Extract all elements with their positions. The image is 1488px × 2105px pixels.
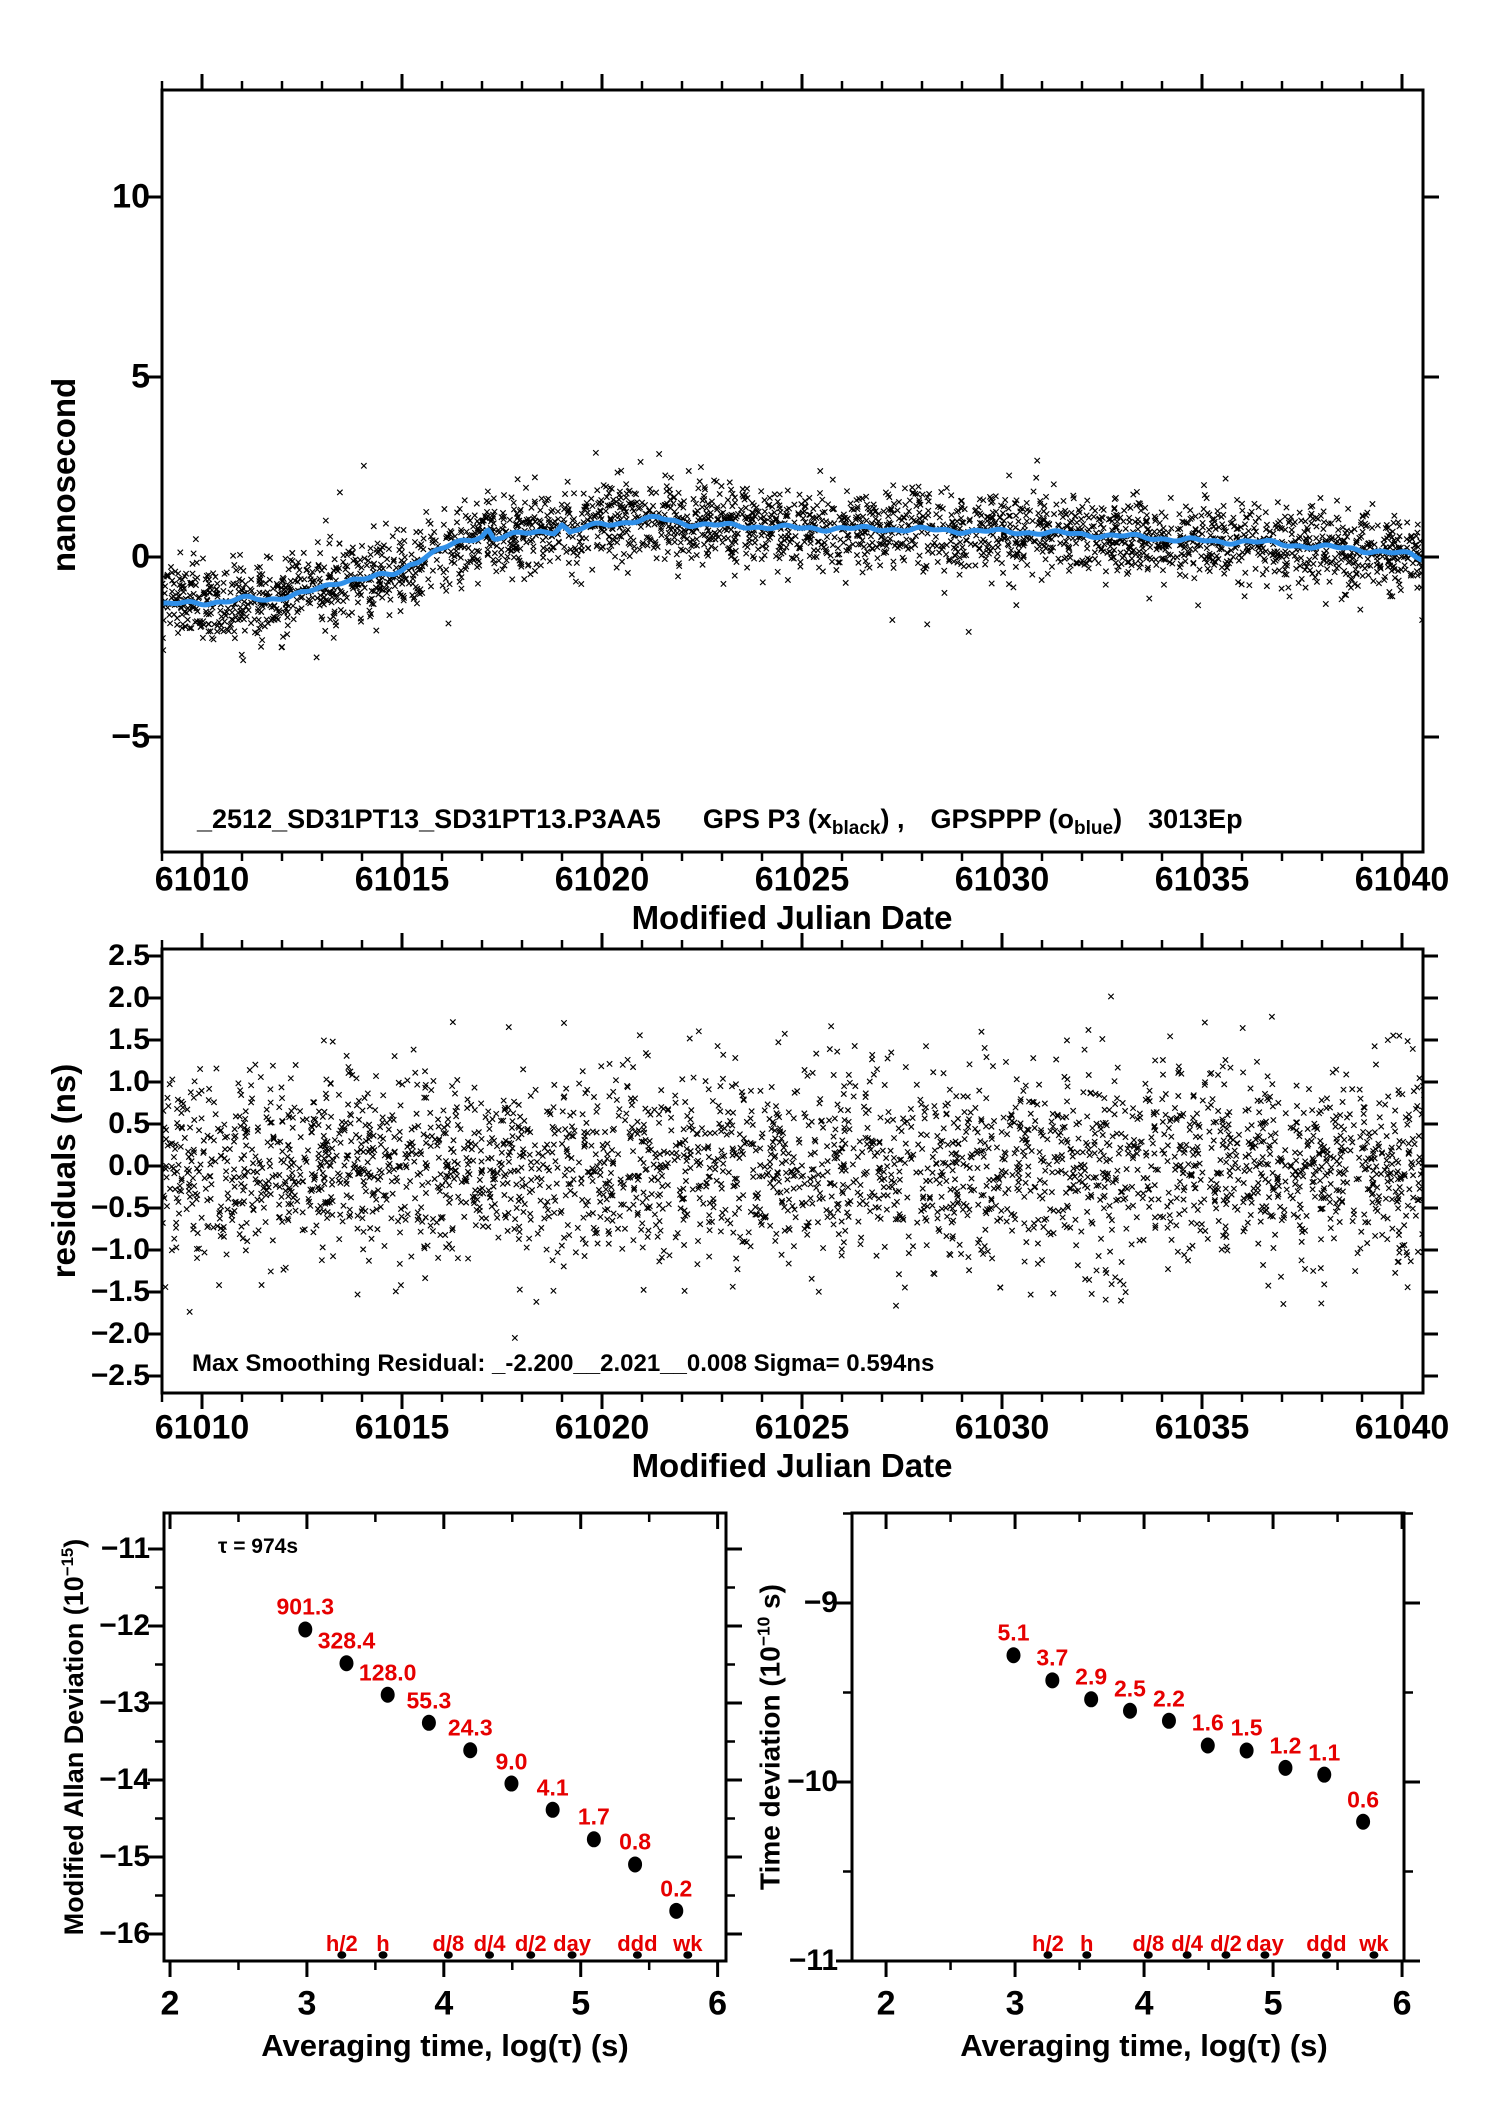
gps-time-transfer-report: nanosecond Modified Julian Date _2512_SD… xyxy=(0,0,1488,2105)
plot-canvas xyxy=(0,0,1488,2105)
